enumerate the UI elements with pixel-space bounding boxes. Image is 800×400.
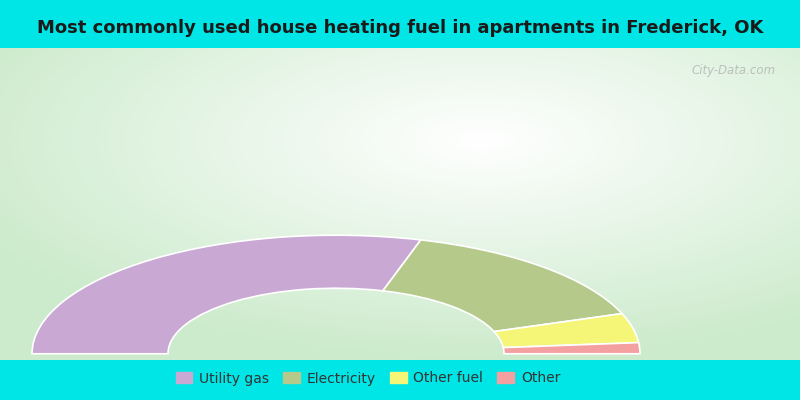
Legend: Utility gas, Electricity, Other fuel, Other: Utility gas, Electricity, Other fuel, Ot…: [170, 366, 566, 391]
Wedge shape: [383, 240, 622, 332]
Text: Most commonly used house heating fuel in apartments in Frederick, OK: Most commonly used house heating fuel in…: [37, 19, 763, 37]
Wedge shape: [32, 235, 421, 354]
Text: City-Data.com: City-Data.com: [692, 64, 776, 77]
Wedge shape: [494, 314, 638, 348]
Wedge shape: [503, 343, 640, 354]
